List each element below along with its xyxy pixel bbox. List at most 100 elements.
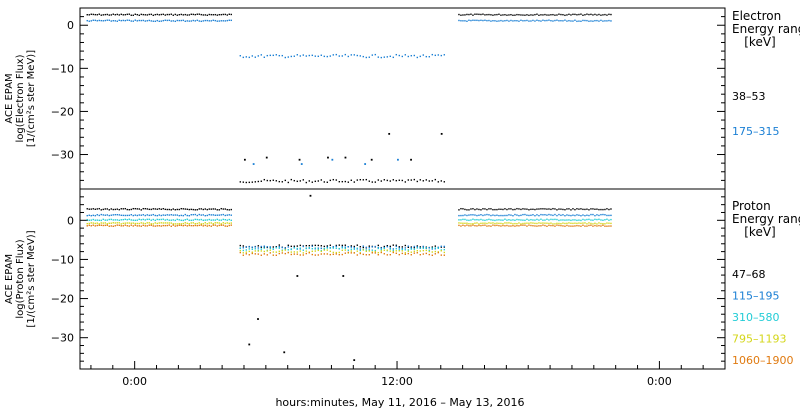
data-point	[224, 218, 226, 221]
data-point	[572, 225, 574, 227]
data-point	[504, 20, 506, 22]
data-point	[239, 247, 242, 249]
data-point	[482, 219, 484, 221]
data-point	[140, 13, 142, 16]
data-point	[162, 214, 164, 216]
data-point	[572, 222, 574, 225]
data-point	[120, 214, 122, 217]
data-point	[130, 224, 132, 226]
data-point	[88, 219, 90, 221]
data-point	[562, 208, 564, 211]
data-point	[210, 219, 212, 221]
data-point	[332, 251, 335, 254]
data-point	[118, 214, 120, 216]
data-point	[329, 179, 332, 182]
data-point	[344, 244, 347, 246]
data-point	[466, 209, 468, 211]
data-point	[281, 54, 284, 57]
data-point	[504, 14, 506, 16]
data-point	[594, 218, 596, 221]
data-point	[407, 249, 410, 251]
data-point	[188, 20, 190, 22]
data-point	[506, 14, 508, 16]
data-point	[512, 224, 514, 227]
data-point	[162, 208, 164, 210]
data-point	[494, 14, 496, 16]
data-point	[220, 20, 222, 22]
data-point	[263, 246, 266, 248]
data-point	[482, 214, 484, 217]
data-point	[468, 219, 470, 222]
data-point	[176, 225, 178, 227]
legend-header: Proton	[732, 199, 771, 213]
data-point	[548, 219, 550, 221]
data-point	[610, 208, 612, 210]
data-point	[216, 214, 218, 216]
data-point	[220, 13, 222, 16]
data-point	[116, 222, 118, 224]
data-point	[592, 219, 594, 221]
data-point	[560, 208, 562, 210]
data-point	[104, 224, 106, 227]
data-point	[202, 219, 204, 221]
data-point	[218, 222, 220, 224]
data-point	[148, 208, 150, 211]
data-point	[474, 224, 476, 227]
data-point	[299, 244, 302, 247]
data-point	[118, 219, 120, 221]
data-point	[498, 13, 500, 15]
legend-header: [keV]	[744, 35, 775, 49]
data-point	[480, 222, 482, 225]
data-point	[422, 249, 425, 252]
data-point	[395, 252, 398, 254]
data-point	[598, 218, 600, 221]
data-point	[290, 253, 293, 256]
data-point	[404, 181, 407, 183]
data-point	[190, 13, 192, 15]
data-point	[608, 225, 610, 227]
data-point	[606, 225, 608, 227]
data-point	[562, 219, 564, 221]
data-point	[466, 224, 468, 226]
data-point	[260, 246, 263, 249]
data-point	[86, 208, 88, 210]
data-point	[407, 246, 410, 249]
data-point	[186, 14, 188, 16]
data-point	[134, 222, 136, 225]
data-point	[458, 209, 460, 211]
data-point	[524, 219, 526, 222]
data-point	[359, 249, 362, 252]
data-point	[98, 207, 100, 210]
data-point	[440, 132, 443, 135]
data-point	[194, 209, 196, 211]
data-point	[106, 214, 108, 216]
data-point	[544, 219, 546, 221]
data-point	[464, 20, 466, 22]
data-point	[184, 20, 186, 22]
data-point	[136, 208, 138, 210]
data-point	[588, 214, 590, 217]
data-point	[371, 252, 374, 254]
data-point	[380, 247, 383, 249]
data-point	[166, 224, 168, 227]
data-point	[598, 214, 600, 217]
data-point	[568, 208, 570, 210]
data-point	[180, 219, 182, 222]
data-point	[168, 19, 170, 22]
data-point	[484, 214, 486, 216]
data-point	[566, 214, 568, 216]
data-point	[158, 224, 160, 227]
data-point	[302, 252, 305, 254]
data-point	[518, 208, 520, 210]
data-point	[245, 253, 248, 255]
data-point	[174, 219, 176, 222]
data-point	[604, 214, 606, 216]
data-point	[374, 252, 377, 254]
data-point	[152, 223, 154, 225]
data-point	[164, 19, 166, 21]
data-point	[556, 218, 558, 221]
data-point	[275, 247, 278, 249]
data-point	[260, 180, 263, 182]
data-point	[108, 218, 110, 221]
data-point	[510, 225, 512, 227]
